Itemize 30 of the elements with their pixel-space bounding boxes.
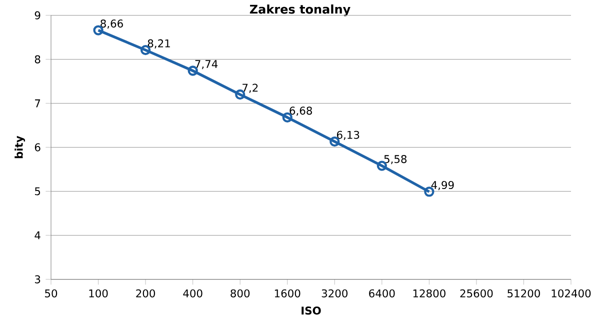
y-axis-title: bity bbox=[14, 136, 26, 158]
x-tick-label: 200 bbox=[136, 289, 156, 298]
y-tick-label: 6 bbox=[34, 143, 40, 152]
x-tick-label: 1600 bbox=[274, 289, 300, 298]
x-tick-label: 3200 bbox=[322, 289, 348, 298]
data-label: 7,2 bbox=[242, 84, 258, 93]
y-tick-label: 7 bbox=[35, 99, 40, 108]
x-tick-label: 6400 bbox=[369, 289, 395, 298]
data-label: 6,68 bbox=[290, 106, 312, 116]
data-label: 7,74 bbox=[195, 60, 218, 69]
data-label: 8,66 bbox=[100, 19, 123, 29]
data-label: 4,99 bbox=[431, 180, 454, 190]
x-axis-title: ISO bbox=[302, 306, 321, 314]
x-tick-label: 400 bbox=[183, 289, 202, 298]
y-tick-label: 3 bbox=[34, 275, 40, 284]
chart-title: Zakres tonalny bbox=[250, 4, 350, 16]
x-tick-label: 100 bbox=[89, 289, 108, 298]
y-tick-label: 4 bbox=[34, 231, 40, 240]
x-tick-label: 102400 bbox=[552, 289, 591, 298]
y-tick-label: 8 bbox=[34, 55, 40, 64]
x-tick-label: 50 bbox=[45, 289, 58, 298]
data-label: 6,13 bbox=[336, 130, 360, 140]
x-tick-label: 51200 bbox=[508, 289, 540, 298]
x-tick-label: 25600 bbox=[460, 289, 493, 298]
y-tick-label: 9 bbox=[34, 11, 40, 20]
data-label: 5,58 bbox=[384, 154, 407, 164]
x-tick-label: 12800 bbox=[413, 289, 446, 298]
data-label: 8,21 bbox=[148, 39, 170, 48]
y-tick-label: 5 bbox=[34, 187, 40, 196]
x-tick-label: 800 bbox=[230, 289, 250, 298]
